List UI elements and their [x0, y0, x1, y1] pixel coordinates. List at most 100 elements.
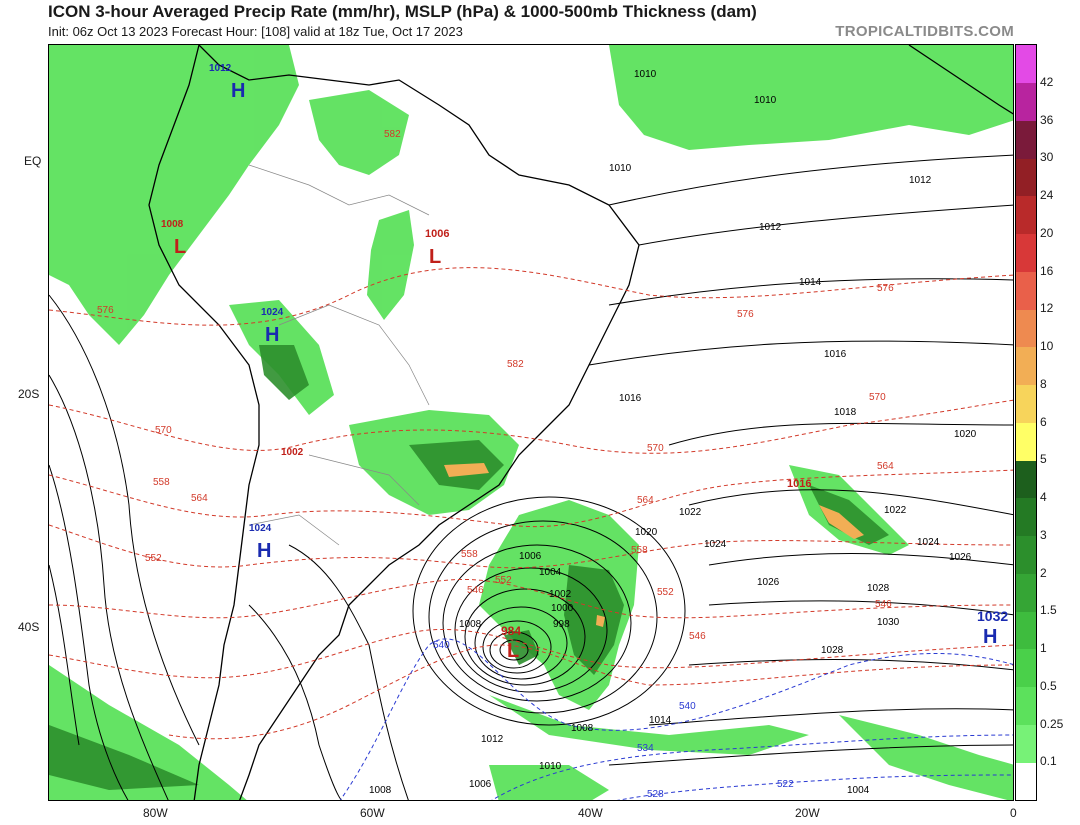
thickness-label: 528 — [647, 789, 664, 800]
south-america-coastline — [198, 45, 640, 800]
thickness-label: 540 — [679, 701, 696, 712]
colorbar-segment — [1016, 45, 1036, 83]
isobar-line — [248, 604, 342, 800]
precip-field — [49, 45, 1013, 800]
svg-text:H: H — [983, 626, 997, 648]
isobar-label: 1016 — [619, 393, 642, 404]
country-borders — [248, 164, 430, 546]
isobar-label: 1000 — [551, 603, 574, 614]
precip-area-far-southeast — [839, 715, 1013, 800]
map-title: ICON 3-hour Averaged Precip Rate (mm/hr)… — [48, 2, 757, 21]
isobar-line — [608, 278, 1013, 306]
colorbar-segment — [1016, 271, 1036, 310]
thickness-label: 576 — [877, 283, 894, 294]
svg-text:1016: 1016 — [787, 478, 811, 490]
svg-text:1032: 1032 — [977, 608, 1008, 624]
colorbar-label: 24 — [1040, 188, 1054, 202]
thickness-label: 546 — [689, 631, 706, 642]
weather-map: 1010 1010 1010 1012 1012 1014 1016 1016 … — [48, 44, 1014, 801]
isobar-line — [638, 204, 1013, 246]
map-canvas: 1010 1010 1010 1012 1012 1014 1016 1016 … — [49, 45, 1013, 800]
svg-text:1002: 1002 — [281, 447, 304, 458]
high-pressure-marker: 1024 H — [261, 307, 284, 346]
colorbar-label: 8 — [1040, 376, 1047, 391]
coastline — [148, 45, 1013, 800]
isobar-line — [49, 464, 129, 800]
isobar-label: 1022 — [884, 505, 907, 516]
precip-intense-field — [444, 463, 864, 627]
colorbar-label: 0.5 — [1040, 678, 1057, 693]
border-line-1 — [248, 164, 430, 216]
svg-text:1008: 1008 — [161, 219, 184, 230]
isobar-label: 1026 — [949, 552, 972, 563]
thickness-label: 564 — [877, 461, 894, 472]
low-pressure-marker: 1002 — [281, 447, 304, 458]
colorbar-segment — [1016, 196, 1036, 234]
isobar-ring — [464, 588, 586, 686]
colorbar-segment — [1016, 573, 1036, 612]
colorbar-segment — [1016, 460, 1036, 499]
isobar-label: 1028 — [867, 583, 890, 594]
isobar-label: 1012 — [481, 734, 504, 745]
thickness-cold — [339, 638, 1013, 800]
thickness-label: 582 — [507, 359, 524, 370]
thickness-label: 570 — [155, 425, 172, 436]
thickness-label: 522 — [777, 779, 794, 790]
precip-area-south-ocean — [489, 765, 609, 800]
thickness-line — [49, 267, 1013, 326]
high-pressure-marker: 1032 H — [977, 608, 1008, 648]
precip-area-amazon-north — [309, 90, 409, 175]
lon-label-60w: 60W — [360, 806, 385, 820]
isobar-labels: 1010 1010 1010 1012 1012 1014 1016 1016 … — [369, 69, 977, 796]
colorbar-label: 6 — [1040, 414, 1047, 429]
isobar-label: 1020 — [954, 429, 977, 440]
precip-heavy-southwest — [49, 725, 199, 790]
thickness-label: 570 — [647, 443, 664, 454]
isobar-label: 1008 — [369, 785, 392, 796]
thickness-label: 534 — [637, 743, 654, 754]
isobar-ring — [499, 639, 529, 661]
isobar-label: 1008 — [459, 619, 482, 630]
precip-area-north-atlantic — [609, 45, 1013, 150]
colorbar-label: 30 — [1040, 150, 1054, 165]
map-subtitle: Init: 06z Oct 13 2023 Forecast Hour: [10… — [48, 24, 463, 39]
thickness-label: 540 — [433, 640, 450, 651]
colorbar-label: 4 — [1040, 490, 1047, 504]
thickness-label: 558 — [631, 545, 648, 556]
pressure-systems: 1012 H 1008 L 1006 L 1024 H 1002 1024 H — [161, 63, 1008, 662]
africa-coastline — [908, 45, 1013, 115]
isobar-label: 1028 — [821, 645, 844, 656]
precip-heavy-south-atlantic — [809, 485, 889, 545]
isobar-ring — [489, 631, 539, 669]
colorbar-label: 12 — [1040, 301, 1054, 316]
colorbar-segment — [1016, 686, 1036, 725]
colorbar-segment — [1016, 535, 1036, 574]
colorbar-segment — [1016, 498, 1036, 536]
svg-text:H: H — [257, 540, 271, 562]
isobar-label: 1004 — [847, 785, 870, 796]
isobar-line — [668, 422, 1013, 446]
isobar-label: 1012 — [909, 175, 932, 186]
isobar-line — [708, 552, 1013, 566]
colorbar-label: 5 — [1040, 452, 1047, 467]
isobar-label: 1004 — [539, 567, 562, 578]
colorbar-segment — [1016, 233, 1036, 272]
isobar-label: 1008 — [571, 723, 594, 734]
thickness-label: 582 — [384, 129, 401, 140]
precip-intense-cyclone — [596, 615, 605, 627]
colorbar-label: 36 — [1040, 112, 1054, 127]
lat-label-40s: 40S — [18, 620, 40, 634]
thickness-line — [339, 638, 1013, 800]
colorbar-segment — [1016, 422, 1036, 461]
colorbar-segment — [1016, 649, 1036, 687]
isobar-label: 1006 — [519, 551, 542, 562]
isobar-label: 1014 — [799, 277, 822, 288]
colorbar-label: 0.25 — [1040, 716, 1064, 731]
lat-label-20s: 20S — [18, 387, 40, 401]
high-pressure-marker: 1012 H — [209, 63, 245, 102]
thickness-label: 546 — [467, 585, 484, 596]
colorbar-segment — [1016, 384, 1036, 423]
isobar-line — [608, 744, 1013, 766]
isobar-label: 1010 — [634, 69, 657, 80]
svg-text:L: L — [507, 640, 519, 662]
